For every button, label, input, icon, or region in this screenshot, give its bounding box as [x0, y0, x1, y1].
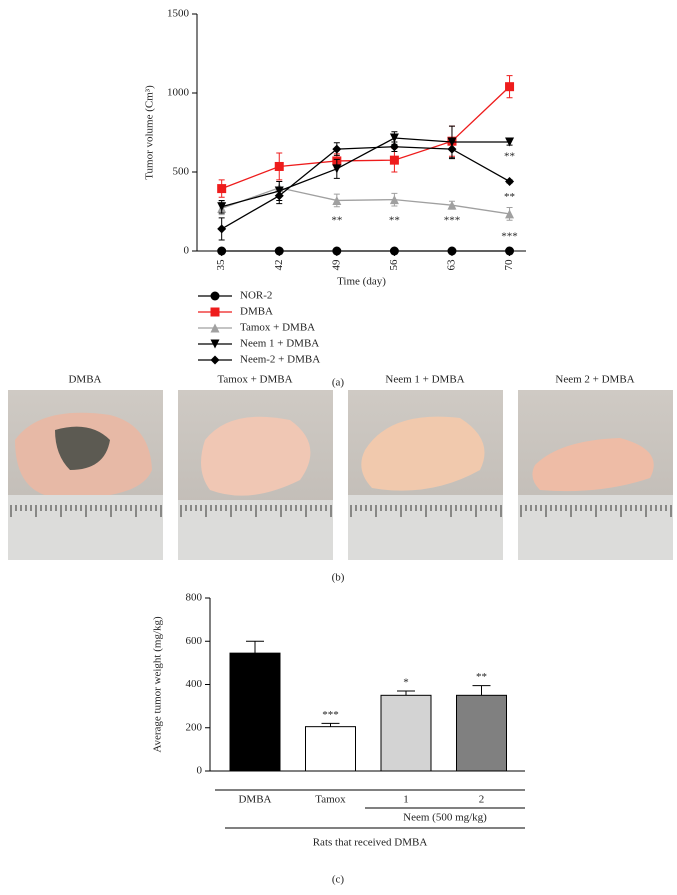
bar [229, 652, 281, 772]
marker [217, 202, 227, 212]
y-tick-label: 500 [173, 166, 190, 178]
annotation: *** [444, 215, 461, 227]
y-tick-label: 1000 [167, 87, 190, 99]
marker [505, 176, 515, 186]
x-tick-label: 1 [403, 794, 409, 806]
x-tick-label: 35 [215, 259, 227, 271]
marker [505, 209, 515, 219]
annotation: *** [501, 230, 518, 242]
x-tick-label: DMBA [238, 794, 271, 806]
y-tick-label: 600 [186, 635, 203, 647]
ruler [8, 495, 163, 560]
marker [389, 142, 399, 152]
marker [505, 137, 515, 147]
photo-label: Neem 1 + DMBA [385, 374, 464, 386]
caption: (a) [332, 377, 345, 389]
group-label: Neem (500 mg/kg) [403, 812, 487, 824]
annotation: ** [476, 671, 487, 683]
tumor [201, 416, 311, 496]
annotation: *** [322, 709, 339, 721]
y-tick-label: 200 [186, 721, 203, 733]
y-axis-label: Average tumor weight (mg/kg) [152, 616, 164, 753]
annotation: ** [389, 215, 400, 227]
annotation: ** [331, 215, 342, 227]
caption: (c) [332, 874, 345, 886]
marker [217, 246, 227, 256]
marker [274, 246, 284, 256]
marker [332, 164, 342, 174]
series-line [221, 146, 510, 230]
y-tick-label: 0 [184, 245, 190, 257]
x-axis-label: Time (day) [337, 276, 386, 288]
marker [210, 339, 220, 349]
bar [456, 694, 507, 772]
error-bar [246, 640, 264, 654]
x-tick-label: 63 [446, 259, 458, 271]
error-bar [321, 722, 340, 727]
outer-label: Rats that received DMBA [313, 837, 428, 849]
caption: (b) [332, 572, 345, 584]
bar [380, 694, 432, 772]
x-tick-label: 70 [503, 259, 515, 271]
marker [210, 307, 220, 317]
series-line [221, 187, 510, 215]
marker [505, 246, 515, 256]
x-tick-label: Tamox [315, 794, 346, 806]
tumor [361, 416, 485, 491]
y-tick-label: 0 [197, 765, 203, 777]
annotation: ** [504, 151, 515, 163]
marker [447, 246, 457, 256]
marker [332, 144, 342, 154]
photo-label: DMBA [68, 374, 101, 386]
error-bar [397, 690, 415, 696]
marker [389, 133, 399, 143]
ruler [518, 495, 673, 560]
marker [332, 195, 342, 205]
series-line [221, 86, 510, 190]
annotation: * [403, 677, 409, 689]
x-tick-label: 49 [330, 259, 342, 271]
photo-label: Neem 2 + DMBA [555, 374, 634, 386]
tumor [532, 438, 654, 492]
marker [274, 191, 284, 201]
legend-label: Neem 1 + DMBA [240, 338, 319, 350]
y-tick-label: 400 [186, 678, 203, 690]
marker [389, 195, 399, 205]
marker [210, 323, 220, 333]
legend-label: DMBA [240, 306, 273, 318]
marker [210, 291, 220, 301]
marker [447, 200, 457, 210]
marker [389, 246, 399, 256]
marker [217, 224, 227, 234]
marker [505, 82, 515, 92]
photo-label: Tamox + DMBA [217, 374, 292, 386]
annotation: ** [504, 191, 515, 203]
legend-label: Tamox + DMBA [240, 322, 315, 334]
marker [210, 355, 220, 365]
tumor-dark [55, 426, 110, 470]
x-tick-label: 42 [273, 260, 285, 271]
y-tick-label: 800 [186, 592, 203, 604]
marker [217, 184, 227, 194]
y-tick-label: 1500 [167, 8, 190, 20]
legend-label: NOR-2 [240, 290, 272, 302]
ruler [348, 495, 503, 560]
photo-panel: DMBA Tamox + DMBA Neem 1 + DMBA Neem 2 +… [8, 374, 673, 584]
marker [332, 246, 342, 256]
legend-label: Neem-2 + DMBA [240, 354, 320, 366]
bar [305, 726, 356, 772]
series-line [221, 137, 510, 208]
error-bar [472, 685, 491, 696]
x-tick-label: 2 [479, 794, 485, 806]
x-tick-label: 56 [388, 259, 400, 271]
marker [447, 144, 457, 154]
marker [274, 161, 284, 171]
marker [389, 155, 399, 165]
y-axis-label: Tumor volume (Cm³) [144, 85, 156, 180]
